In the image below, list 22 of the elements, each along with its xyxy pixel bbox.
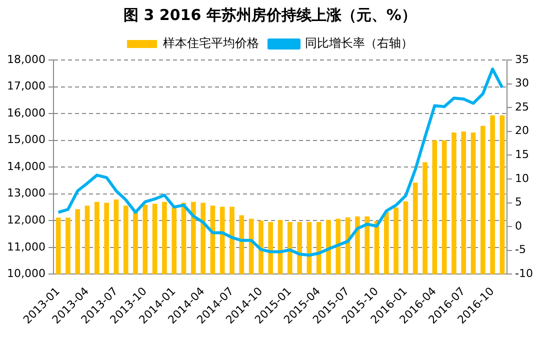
y-tick-label: 13,000 (6, 186, 46, 200)
y2-tick-label: 25 (515, 100, 530, 114)
legend-label: 同比增长率（右轴） (305, 36, 413, 50)
legend-label: 样本住宅平均价格 (163, 36, 259, 50)
y-tick-label: 15,000 (6, 133, 46, 146)
y2-tick-label: -10 (515, 267, 533, 280)
chart-title: 图 3 2016 年苏州房价持续上涨（元、%） (122, 6, 418, 26)
y-tick-label: 14,000 (6, 160, 46, 173)
y-tick-label: 10,000 (6, 267, 46, 280)
y-tick-label: 12,000 (6, 213, 46, 226)
y2-tick-label: 35 (515, 52, 530, 66)
y2-tick-label: 15 (515, 148, 530, 162)
y2-tick-label: 30 (515, 76, 530, 90)
y-tick-label: 18,000 (6, 52, 46, 66)
y2-tick-label: 10 (515, 172, 530, 185)
y2-tick-label: 20 (515, 124, 530, 138)
y2-tick-label: 0 (515, 219, 522, 232)
y2-tick-label: -5 (515, 243, 526, 256)
y2-tick-label: 5 (515, 196, 522, 209)
y-tick-label: 17,000 (6, 80, 46, 93)
y-tick-label: 11,000 (6, 240, 46, 254)
y-tick-label: 16,000 (6, 106, 46, 120)
